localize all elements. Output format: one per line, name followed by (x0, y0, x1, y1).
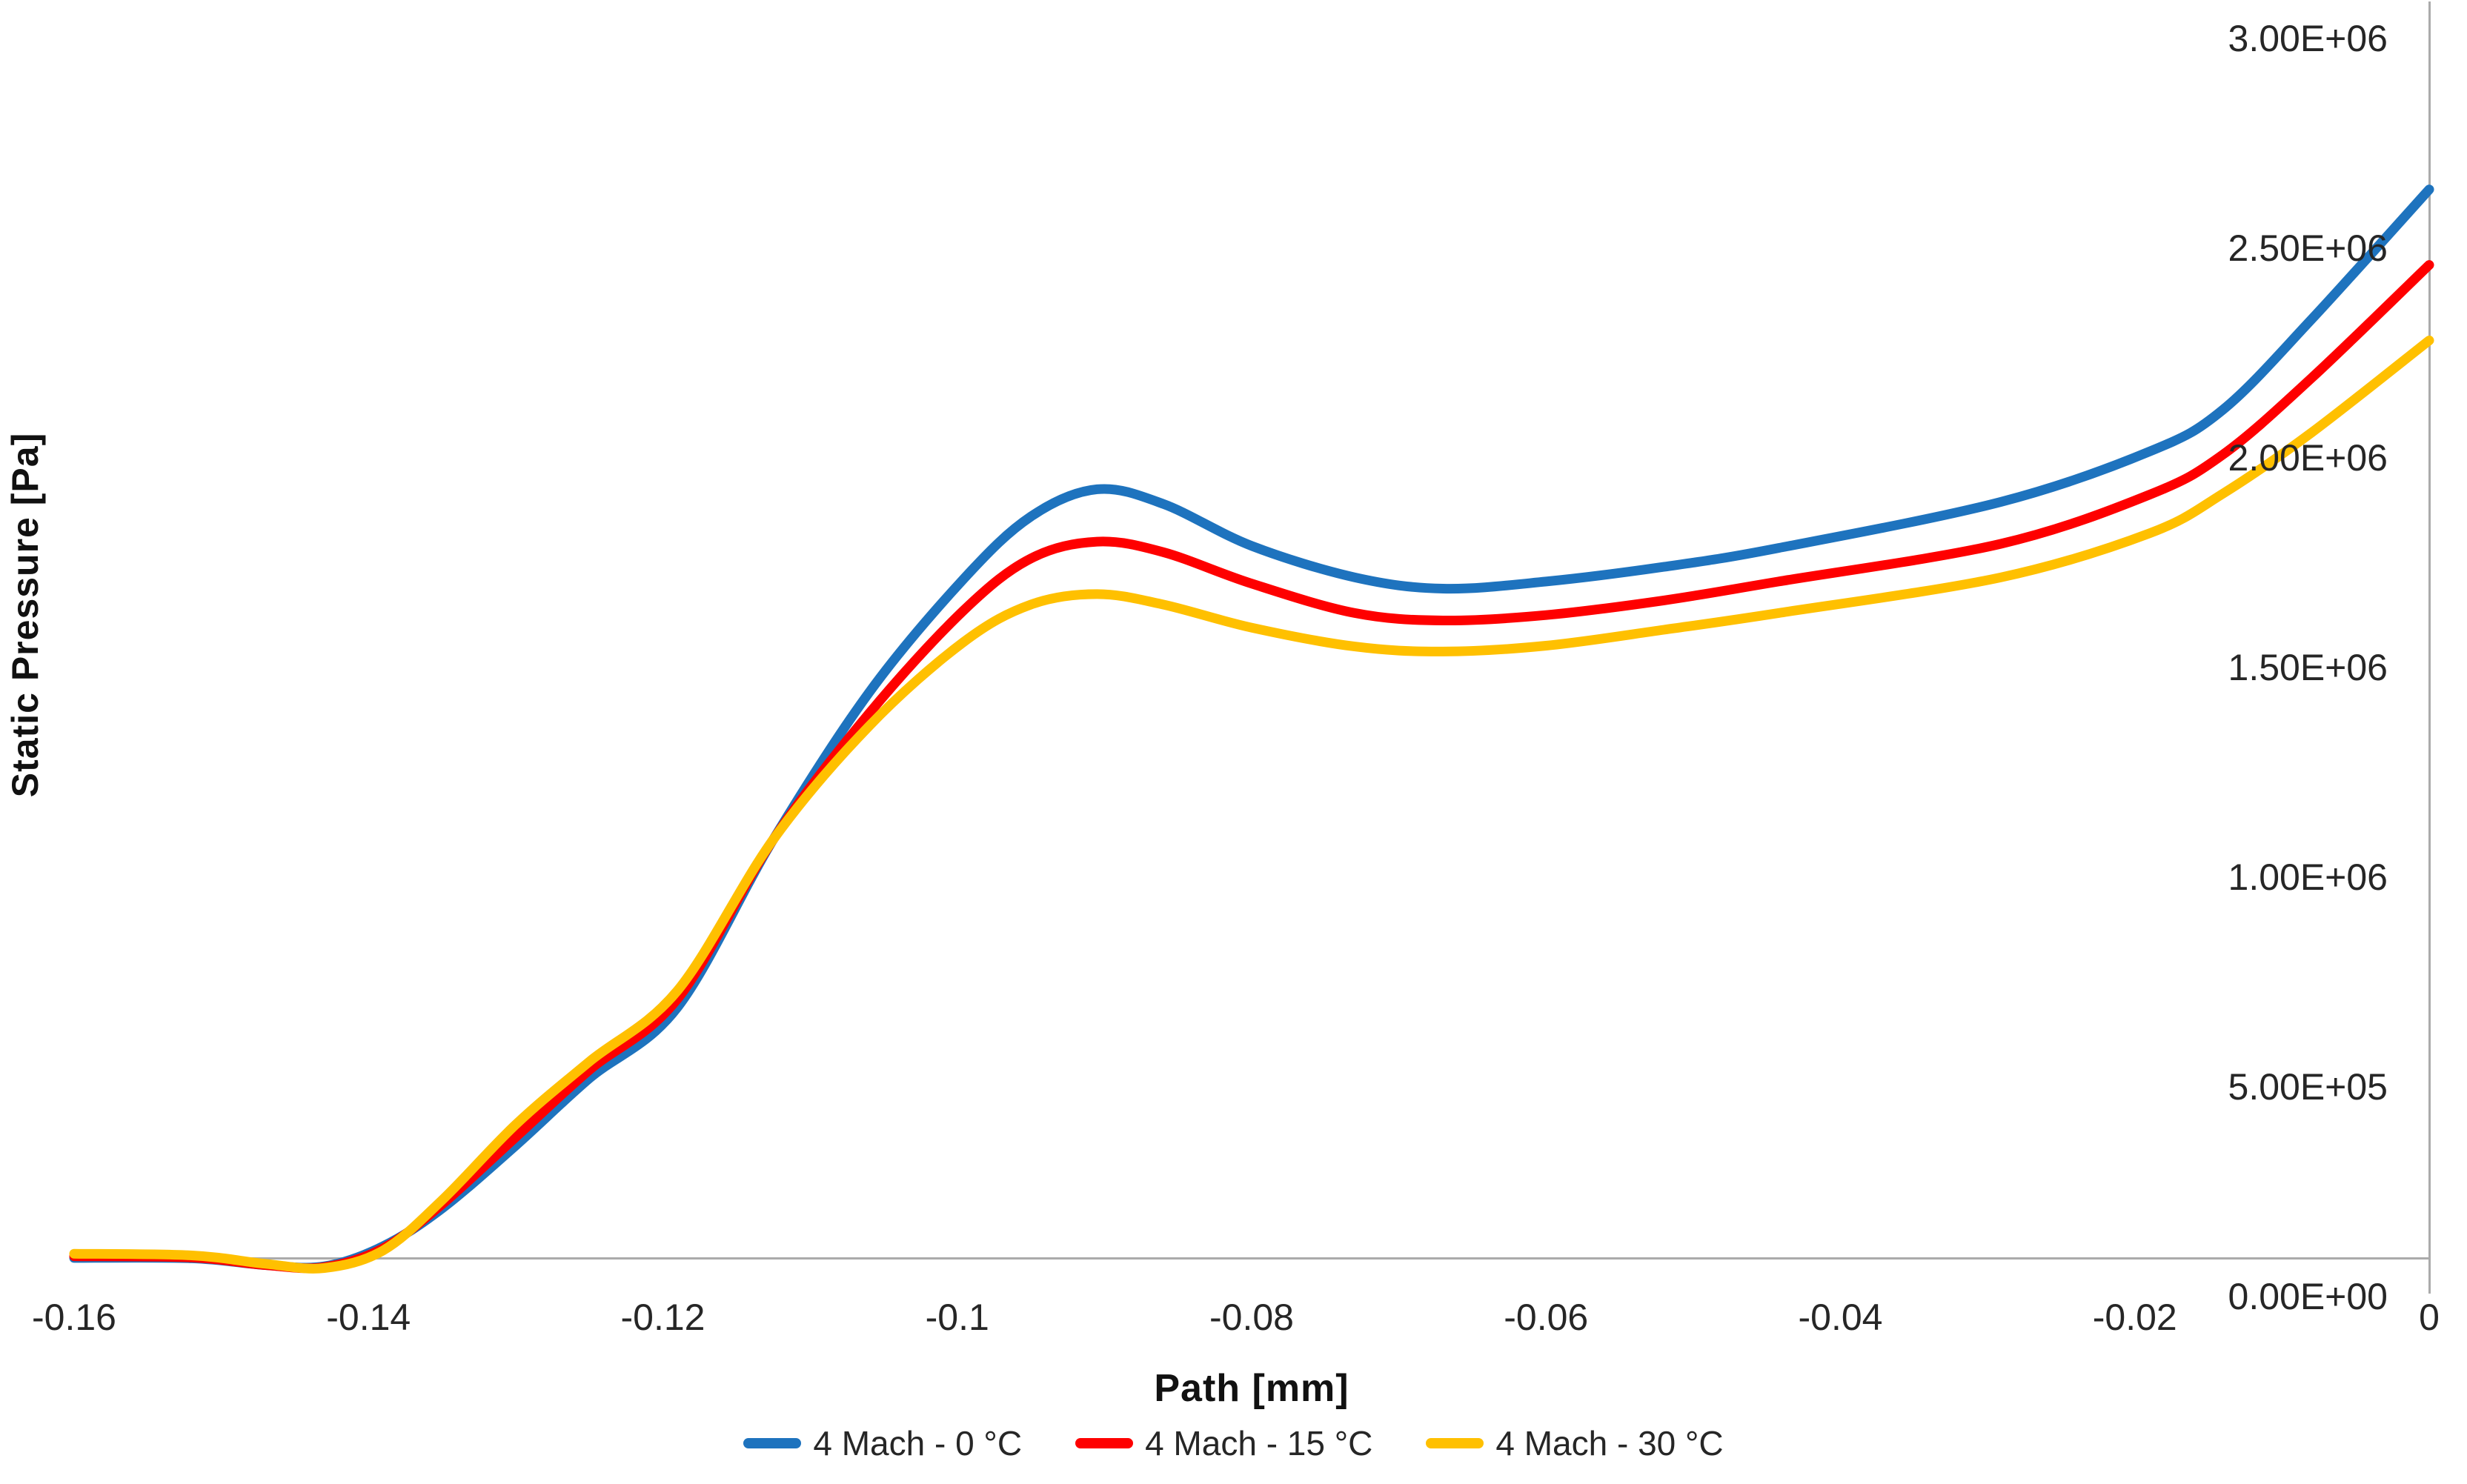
series-line-1 (69, 260, 2434, 1274)
x-tick-label: 0 (2419, 1297, 2440, 1338)
y-tick-label: 1.00E+06 (2228, 856, 2388, 898)
x-tick-label: -0.14 (326, 1297, 411, 1338)
x-axis-title: Path [mm] (1154, 1367, 1349, 1410)
legend-swatch-yellow (1426, 1438, 1484, 1448)
y-tick-label: 1.50E+06 (2228, 647, 2388, 688)
legend-swatch-red (1075, 1438, 1134, 1448)
x-tick-label: -0.04 (1799, 1297, 1883, 1338)
tick-labels: 0.00E+00 5.00E+05 1.00E+06 1.50E+06 2.00E+06… (32, 18, 2440, 1338)
legend-item-0c: 4 Mach - 0 °C (743, 1423, 1022, 1463)
x-tick-label: -0.06 (1504, 1297, 1588, 1338)
y-tick-label: 3.00E+06 (2228, 18, 2388, 59)
y-tick-label: 2.00E+06 (2228, 437, 2388, 479)
x-tick-label: -0.02 (2093, 1297, 2177, 1338)
y-axis-title: Static Pressure [Pa] (4, 432, 46, 798)
legend-item-30c: 4 Mach - 30 °C (1426, 1423, 1724, 1463)
x-tick-label: -0.1 (926, 1297, 989, 1338)
series-lines (69, 184, 2434, 1274)
legend-label: 4 Mach - 30 °C (1495, 1424, 1724, 1463)
y-tick-label: 0.00E+00 (2228, 1276, 2388, 1317)
axes (74, 1, 2431, 1294)
series-line-2 (69, 336, 2434, 1274)
chart-legend: 4 Mach - 0 °C 4 Mach - 15 °C 4 Mach - 30… (0, 1417, 2467, 1470)
y-tick-label: 5.00E+05 (2228, 1066, 2388, 1108)
x-tick-label: -0.16 (32, 1297, 116, 1338)
legend-label: 4 Mach - 0 °C (813, 1424, 1023, 1463)
legend-item-15c: 4 Mach - 15 °C (1075, 1423, 1372, 1463)
series-line-0 (69, 184, 2434, 1273)
y-tick-label: 2.50E+06 (2228, 227, 2388, 269)
x-tick-label: -0.12 (621, 1297, 705, 1338)
x-tick-label: -0.08 (1209, 1297, 1294, 1338)
legend-label: 4 Mach - 15 °C (1145, 1424, 1373, 1463)
legend-swatch-blue (743, 1438, 802, 1448)
